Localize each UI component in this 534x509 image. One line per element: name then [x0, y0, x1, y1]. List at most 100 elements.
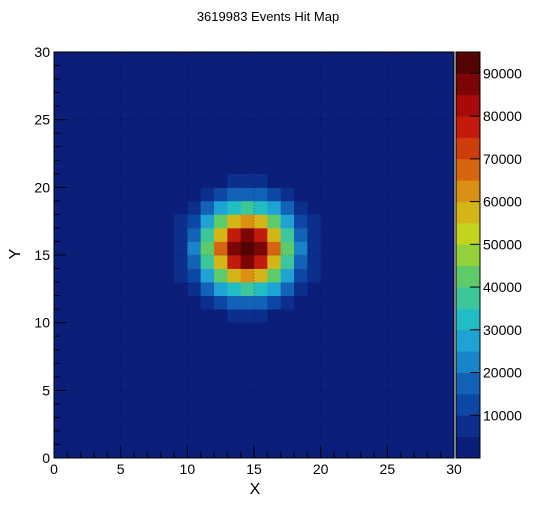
- heatmap-cell: [174, 241, 188, 256]
- colorbar-tick-label: 90000: [483, 65, 522, 81]
- heatmap-cell: [267, 295, 282, 310]
- heatmap-cell: [240, 200, 255, 215]
- colorbar-segment: [456, 244, 480, 267]
- heatmap-cell: [240, 173, 255, 188]
- heatmap-cell: [294, 187, 308, 202]
- x-tick-label: 20: [313, 461, 329, 477]
- heatmap-cell: [280, 187, 295, 202]
- heatmap-cell: [254, 187, 268, 202]
- heatmap-cell: [187, 241, 202, 256]
- heatmap-cell: [200, 214, 215, 229]
- heatmap-cell: [240, 295, 255, 310]
- heatmap-cell: [214, 309, 228, 324]
- colorbar-segment: [456, 308, 480, 331]
- heatmap-cell: [240, 187, 255, 202]
- heatmap-cell: [240, 227, 255, 242]
- heatmap-cell: [254, 309, 268, 324]
- heatmap-cell: [254, 214, 268, 229]
- colorbar-segment: [456, 52, 480, 74]
- heatmap-cell: [280, 295, 295, 310]
- heatmap-cell: [200, 268, 215, 283]
- heatmap-cell: [240, 214, 255, 229]
- heatmap-cell: [254, 282, 268, 296]
- heatmap-cell: [254, 295, 268, 310]
- heatmap-cell: [227, 214, 242, 229]
- heatmap-cell: [200, 227, 215, 242]
- heatmap-cell: [187, 268, 202, 283]
- y-tick-label: 20: [34, 179, 50, 195]
- heatmap-cell: [280, 200, 295, 215]
- heatmap-cell: [200, 255, 215, 269]
- heatmap-cell: [267, 241, 282, 256]
- heatmap-cell: [214, 227, 228, 242]
- colorbar-segment: [456, 393, 480, 416]
- colorbar-segment: [456, 415, 480, 438]
- heatmap-cell: [214, 200, 228, 215]
- heatmap-cell: [227, 255, 242, 269]
- y-tick-label: 30: [34, 44, 50, 60]
- colorbar-segment: [456, 94, 480, 117]
- heatmap-cell: [174, 214, 188, 229]
- heatmap-cell: [294, 295, 308, 310]
- heatmap-cell: [214, 241, 228, 256]
- y-tick-label: 0: [42, 450, 50, 466]
- heatmap-cell: [227, 268, 242, 283]
- heatmap-cell: [307, 268, 322, 283]
- colorbar-tick-label: 30000: [483, 322, 522, 338]
- heatmap-cell: [214, 268, 228, 283]
- heatmap-cell: [214, 173, 228, 188]
- heatmap-cell: [200, 295, 215, 310]
- heatmap-cell: [214, 282, 228, 296]
- x-axis-label: X: [250, 481, 261, 498]
- colorbar-segment: [456, 116, 480, 138]
- heatmap-cell: [254, 227, 268, 242]
- heatmap-cell: [240, 309, 255, 324]
- heatmap-cell: [200, 282, 215, 296]
- y-tick-label: 15: [34, 247, 50, 263]
- heatmap-cell: [227, 173, 242, 188]
- heatmap-cell: [214, 214, 228, 229]
- colorbar-segment: [456, 137, 480, 160]
- heatmap-cell: [227, 241, 242, 256]
- heatmap-cell: [254, 200, 268, 215]
- colorbar-segment: [456, 329, 480, 352]
- heatmap-cell: [267, 255, 282, 269]
- colorbar-tick-label: 70000: [483, 151, 522, 167]
- heatmap-cell: [280, 214, 295, 229]
- heatmap-cell: [187, 282, 202, 296]
- colorbar-segment: [456, 372, 480, 395]
- colorbar-segment: [456, 436, 480, 459]
- heatmap-cell: [294, 227, 308, 242]
- heatmap-cell: [307, 214, 322, 229]
- colorbar-tick-label: 50000: [483, 236, 522, 252]
- x-tick-label: 25: [380, 461, 396, 477]
- heatmap-cell: [187, 255, 202, 269]
- color-scale-bar: 10000 20000 30000 40000 50000 60000 70000 80000…: [455, 51, 522, 459]
- heatmap-cell: [240, 282, 255, 296]
- heatmap-cell: [307, 255, 322, 269]
- colorbar-segment: [456, 73, 480, 96]
- heatmap-cell: [254, 268, 268, 283]
- colorbar-segment: [456, 158, 480, 181]
- heatmap-cell: [174, 255, 188, 269]
- heatmap-cell: [174, 268, 188, 283]
- heatmap-cell: [227, 227, 242, 242]
- colorbar-segment: [456, 201, 480, 224]
- heatmap-cell: [294, 200, 308, 215]
- y-axis-label: Y: [7, 248, 24, 259]
- heatmap-cell: [227, 309, 242, 324]
- grid-lines: [54, 52, 454, 458]
- heatmap-cell: [307, 227, 322, 242]
- heatmap-cell: [267, 268, 282, 283]
- heatmap-cell: [267, 200, 282, 215]
- heatmap-cell: [294, 268, 308, 283]
- heatmap-cell: [187, 200, 202, 215]
- heatmap-cell: [280, 241, 295, 256]
- heatmap-cell: [240, 268, 255, 283]
- heatmap-cell: [267, 309, 282, 324]
- heatmap-cell: [214, 187, 228, 202]
- heatmap-cell: [254, 241, 268, 256]
- heatmap-cell: [254, 255, 268, 269]
- heatmap-cell: [240, 241, 255, 256]
- heatmap-cell: [280, 282, 295, 296]
